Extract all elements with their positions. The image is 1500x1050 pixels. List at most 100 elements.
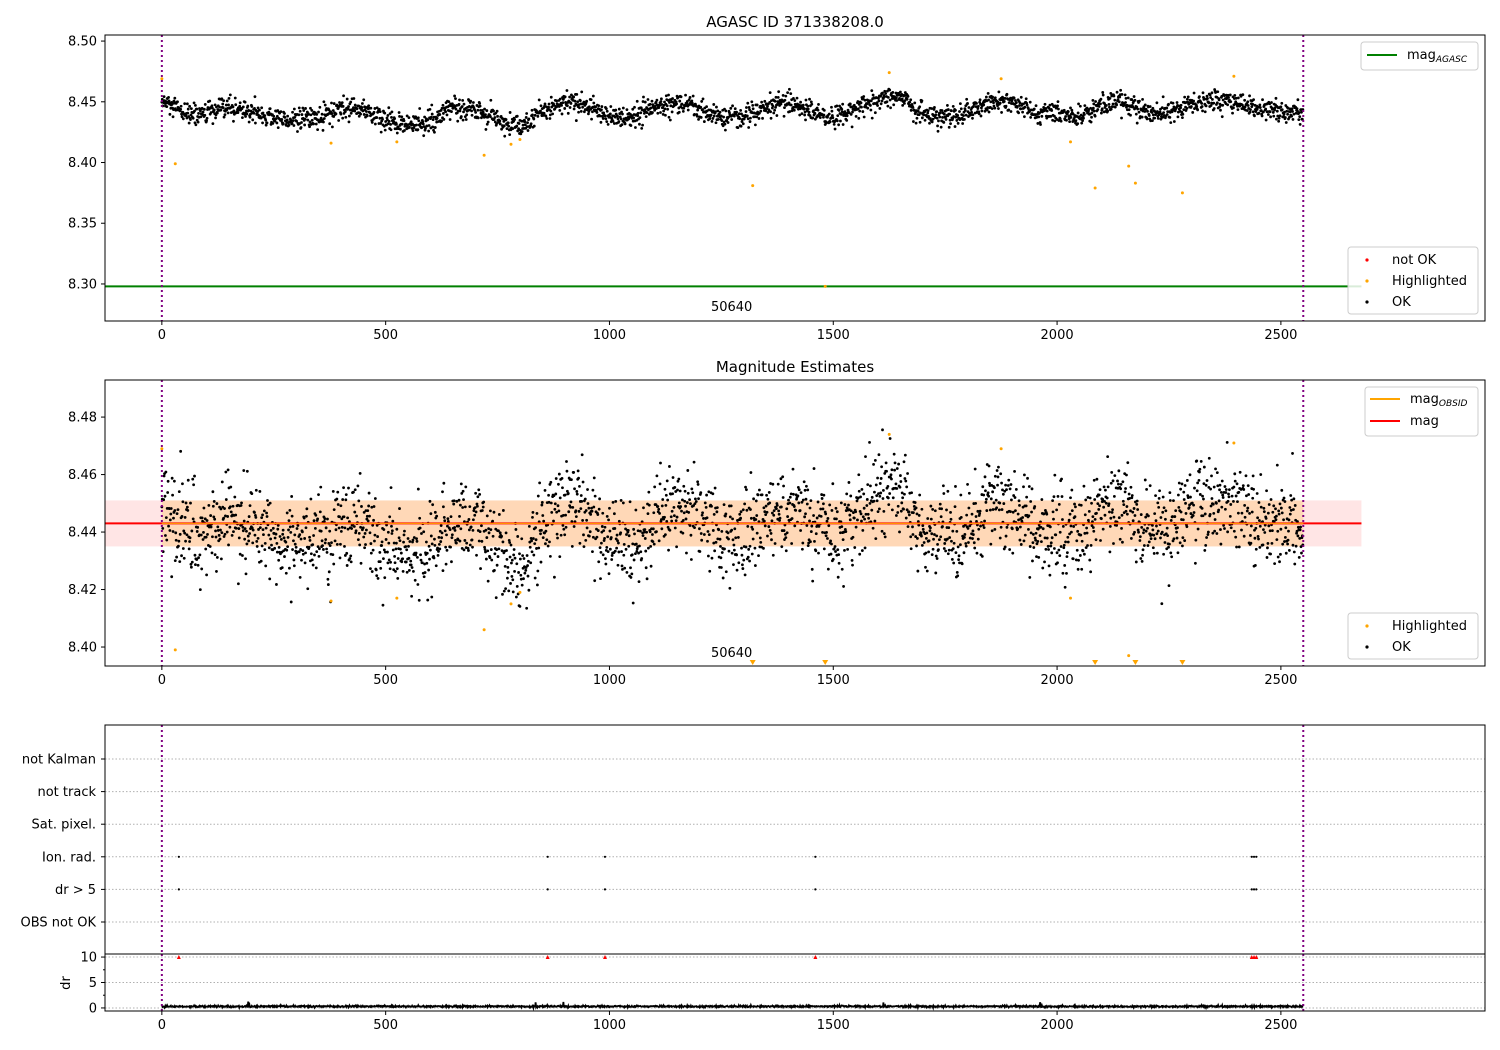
ok-point <box>1192 503 1196 507</box>
ok-point <box>505 127 509 131</box>
ok-point <box>778 516 782 520</box>
ok-point <box>1171 539 1175 543</box>
ok-point <box>378 550 382 554</box>
ok-point <box>845 114 849 118</box>
ok-point <box>304 526 308 530</box>
ok-point <box>231 105 235 109</box>
ok-point <box>818 116 822 119</box>
ok-point <box>676 488 679 492</box>
ok-point <box>754 518 758 521</box>
ok-point <box>572 471 576 474</box>
ok-point <box>888 492 892 495</box>
ok-point <box>287 519 291 523</box>
ok-point <box>1290 114 1294 118</box>
ok-point <box>1037 115 1041 119</box>
ok-point <box>193 553 197 557</box>
ok-point <box>963 533 967 536</box>
ok-point <box>401 570 405 573</box>
ok-point <box>447 100 451 104</box>
ok-point <box>414 551 418 555</box>
ok-point <box>429 534 433 538</box>
ok-point <box>323 541 327 545</box>
ok-point <box>1023 115 1026 119</box>
ok-point <box>525 112 529 115</box>
ok-point <box>1115 523 1119 527</box>
ok-point <box>1175 530 1178 534</box>
ok-point <box>647 546 650 550</box>
ok-point <box>264 123 268 127</box>
ok-point <box>805 502 809 506</box>
ok-point <box>786 91 790 95</box>
ok-point <box>462 498 465 502</box>
ok-point <box>646 512 650 516</box>
ok-point <box>177 490 181 494</box>
ok-point <box>241 529 245 533</box>
ok-point <box>418 516 422 520</box>
ok-point <box>1031 541 1035 545</box>
ok-point <box>283 112 286 115</box>
ok-point <box>382 548 386 552</box>
ok-point <box>1172 499 1175 503</box>
ok-point <box>250 105 254 108</box>
ok-point <box>1193 486 1196 490</box>
ok-point <box>920 543 924 547</box>
ok-point <box>745 488 748 492</box>
ok-point <box>371 523 375 527</box>
ok-point <box>967 541 970 544</box>
ok-point <box>1082 116 1085 120</box>
ok-point <box>407 568 411 572</box>
legend-label-sub: AGASC <box>1435 55 1468 65</box>
ok-point <box>232 530 235 534</box>
ok-point <box>266 499 269 502</box>
ok-point <box>890 508 894 512</box>
ok-point <box>320 539 324 543</box>
ok-point <box>330 101 333 105</box>
ok-point <box>454 97 457 101</box>
ok-point <box>365 114 369 118</box>
ok-point <box>1040 498 1044 501</box>
ok-point <box>903 99 907 103</box>
ok-point <box>200 106 204 110</box>
ok-point <box>260 516 264 520</box>
ok-point <box>1226 499 1230 503</box>
ok-point <box>1091 526 1095 529</box>
ok-point <box>1181 536 1185 540</box>
ok-point <box>847 481 851 484</box>
ok-point <box>797 103 801 107</box>
ok-point <box>1262 110 1265 114</box>
ok-point <box>214 529 217 533</box>
ok-point <box>827 524 831 528</box>
ok-point <box>1159 516 1163 519</box>
ok-point <box>566 492 570 495</box>
ok-point <box>856 100 860 103</box>
ok-point <box>1209 96 1213 99</box>
ok-point <box>426 118 430 122</box>
ok-point <box>789 92 793 95</box>
x-tick-label: 500 <box>373 328 398 343</box>
ok-point <box>588 530 592 534</box>
ok-point <box>1269 115 1272 119</box>
ok-point <box>843 528 847 531</box>
ok-point <box>623 566 627 570</box>
ok-point <box>609 105 613 108</box>
ok-point <box>417 119 421 123</box>
ok-point <box>884 461 888 465</box>
ok-point <box>1003 489 1007 493</box>
ok-point <box>1168 499 1172 502</box>
ok-point <box>1176 551 1180 555</box>
ok-point <box>276 523 280 527</box>
ok-point <box>679 95 683 99</box>
ok-point <box>387 120 391 123</box>
ok-point <box>164 516 168 520</box>
ok-point <box>1069 496 1072 500</box>
ok-point <box>296 130 299 133</box>
ok-point <box>180 554 183 558</box>
ok-point <box>973 467 977 471</box>
ok-point <box>1134 112 1138 116</box>
ok-point <box>374 568 378 572</box>
ok-point <box>679 505 683 508</box>
ok-point <box>738 117 742 121</box>
ok-point <box>394 122 398 126</box>
highlighted-point <box>887 71 891 75</box>
ok-point <box>548 483 552 486</box>
